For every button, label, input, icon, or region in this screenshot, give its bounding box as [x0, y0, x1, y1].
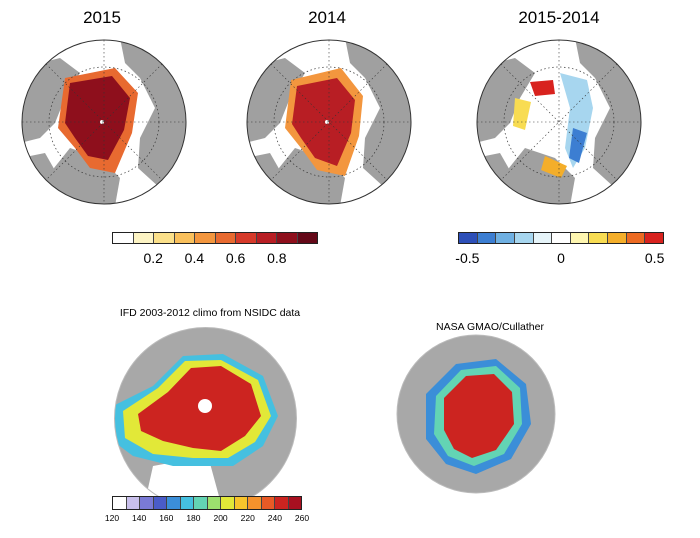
colorbar-swatch	[133, 233, 154, 243]
title-2015-2014: 2015-2014	[518, 8, 600, 27]
diff-orange-edge	[541, 156, 567, 178]
colorbar-swatch	[533, 233, 553, 243]
diff-red-spot	[530, 80, 555, 96]
colorbar-tick-label: 180	[186, 513, 201, 523]
colorbar-swatch	[207, 497, 221, 509]
colorbar-difference	[458, 232, 664, 244]
diff-blue-shelf	[560, 73, 593, 168]
title-2014: 2014	[308, 8, 346, 27]
colorbar-tick-label: 260	[294, 513, 310, 523]
colorbar-tick-label: 240	[267, 513, 282, 523]
colorbar-swatch	[215, 233, 236, 243]
colorbar-swatch	[248, 497, 262, 509]
map-2014	[246, 39, 412, 205]
colorbar-swatch	[153, 497, 167, 509]
map-2015	[21, 39, 187, 205]
colorbar-swatch	[297, 233, 317, 243]
colorbar-swatch	[459, 233, 478, 243]
colorbar-swatch	[589, 233, 609, 243]
colorbar-swatch	[236, 233, 257, 243]
colorbar-days	[112, 496, 302, 510]
pole-hole	[198, 399, 212, 413]
colorbar-swatch	[261, 497, 275, 509]
ice-core	[65, 76, 130, 160]
colorbar-swatch	[221, 497, 235, 509]
colorbar-swatch	[167, 497, 181, 509]
colorbar-swatch	[180, 497, 194, 509]
colorbar-swatch	[552, 233, 571, 243]
colorbar-tick-label: 0.5	[644, 250, 665, 266]
colorbar-swatch	[608, 233, 627, 243]
colorbar-tick-label: 0	[557, 250, 565, 266]
colorbar-days-ticks: 120 140 160 180 200 220 240 260	[105, 513, 309, 525]
colorbar-swatch	[645, 233, 664, 243]
colorbar-swatch	[275, 497, 289, 509]
colorbar-tick-label: 120	[104, 513, 120, 523]
colorbar-swatch	[194, 497, 208, 509]
colorbar-ice-fraction-ticks: 0.2 0.4 0.6 0.8	[112, 250, 318, 268]
colorbar-swatch	[154, 233, 175, 243]
colorbar-swatch	[126, 497, 140, 509]
colorbar-tick-label: 160	[159, 513, 174, 523]
colorbar-swatch	[140, 497, 154, 509]
map-2015-2014	[476, 39, 642, 205]
title-ifd-climo: IFD 2003-2012 climo from NSIDC data	[119, 307, 301, 319]
colorbar-swatch	[570, 233, 590, 243]
colorbar-swatch	[256, 233, 277, 243]
colorbar-difference-ticks: -0.5 0 0.5	[455, 250, 665, 268]
colorbar-swatch	[234, 497, 248, 509]
colorbar-swatch	[195, 233, 216, 243]
colorbar-swatch	[113, 233, 134, 243]
nasa-core	[444, 374, 514, 458]
colorbar-tick-label: 220	[240, 513, 255, 523]
diff-blue-strong	[569, 128, 587, 163]
colorbar-swatch	[288, 497, 301, 509]
colorbar-tick-label: 0.2	[143, 250, 163, 266]
colorbar-tick-label: 0.4	[184, 250, 205, 266]
map-nasa-gmao	[396, 334, 556, 494]
title-nasa-gmao: NASA GMAO/Cullather	[436, 321, 544, 333]
colorbar-tick-label: 140	[132, 513, 147, 523]
colorbar-tick-label: -0.5	[455, 250, 480, 266]
colorbar-swatch	[113, 497, 127, 509]
colorbar-swatch	[174, 233, 195, 243]
colorbar-swatch	[514, 233, 534, 243]
colorbar-tick-label: 0.8	[267, 250, 287, 266]
map-ifd-climatology	[114, 327, 297, 510]
title-2015: 2015	[83, 8, 121, 27]
colorbar-tick-label: 0.6	[225, 250, 246, 266]
colorbar-swatch	[496, 233, 515, 243]
colorbar-tick-label: 200	[213, 513, 228, 523]
colorbar-ice-fraction	[112, 232, 318, 244]
colorbar-swatch	[626, 233, 646, 243]
colorbar-swatch	[277, 233, 298, 243]
colorbar-swatch	[477, 233, 497, 243]
